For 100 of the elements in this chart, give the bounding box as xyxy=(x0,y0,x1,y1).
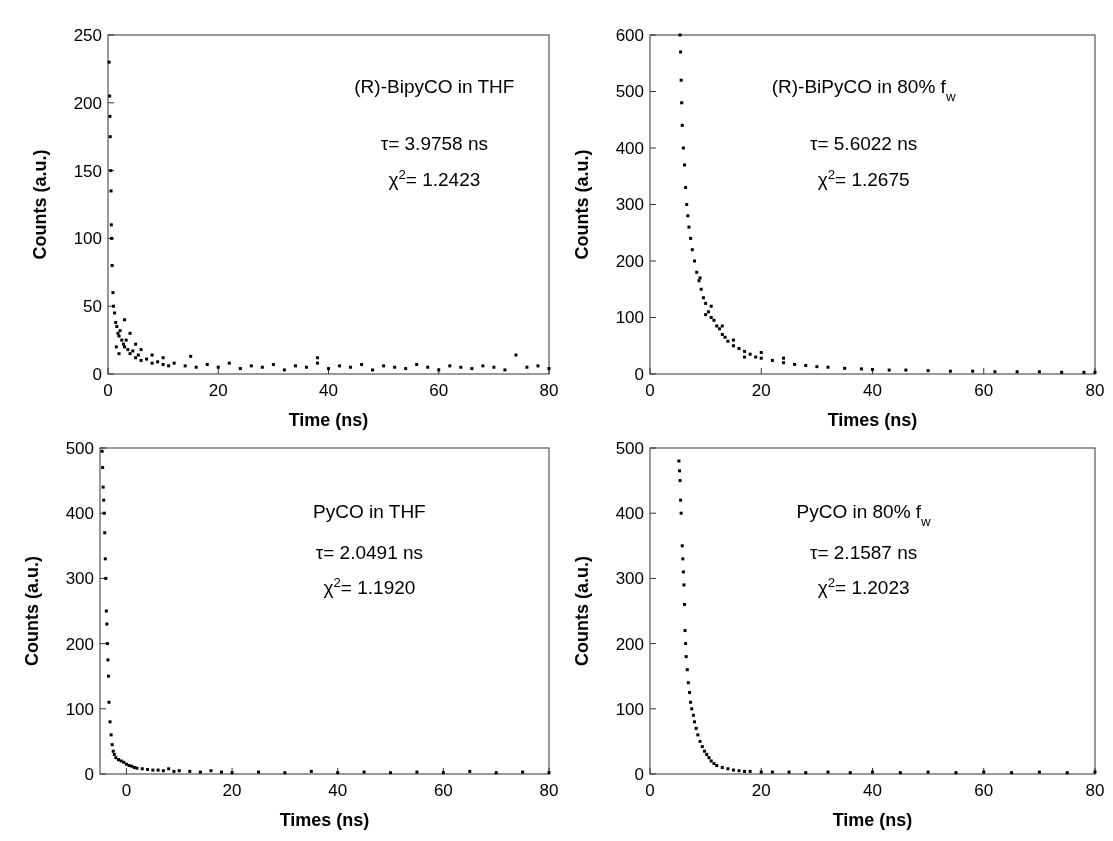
point xyxy=(679,498,683,502)
y-tick-label: 100 xyxy=(615,308,644,328)
x-tick-label: 20 xyxy=(751,781,771,800)
y-tick-label: 100 xyxy=(73,229,102,249)
point xyxy=(494,771,498,775)
point xyxy=(898,771,902,775)
annotation: (R)-BiPyCO in 80% f$_{w}$ xyxy=(771,76,956,104)
point xyxy=(362,770,366,774)
point xyxy=(681,570,685,574)
point xyxy=(468,769,472,773)
point xyxy=(682,602,686,606)
point xyxy=(703,749,707,753)
point xyxy=(198,770,202,774)
point xyxy=(521,770,525,774)
point xyxy=(770,770,774,774)
annotation: (R)-BipyCO in THF xyxy=(354,76,515,97)
y-tick-label: 0 xyxy=(634,364,644,384)
point xyxy=(108,720,112,724)
annotation: τ= 2.1587 ns xyxy=(809,542,918,563)
y-tick-label: 600 xyxy=(615,25,644,45)
point xyxy=(230,771,234,775)
y-tick-label: 500 xyxy=(615,438,644,458)
y-tick-label: 400 xyxy=(65,504,94,524)
point xyxy=(696,733,700,737)
x-axis-title: Times (ns) xyxy=(279,810,370,830)
point xyxy=(167,767,171,771)
annotation: PyCO in THF xyxy=(313,501,426,522)
y-tick-label: 200 xyxy=(65,634,94,654)
point xyxy=(804,771,808,775)
point xyxy=(104,609,108,613)
point xyxy=(104,576,108,580)
y-tick-label: 100 xyxy=(615,699,644,719)
y-tick-label: 400 xyxy=(615,138,644,158)
point xyxy=(731,768,735,772)
x-tick-label: 80 xyxy=(1085,781,1105,800)
point xyxy=(105,642,109,646)
y-tick-label: 500 xyxy=(615,82,644,102)
point xyxy=(111,749,115,753)
x-tick-label: 0 xyxy=(121,781,132,800)
point xyxy=(110,743,114,747)
y-tick-label: 100 xyxy=(65,699,94,719)
point xyxy=(309,769,313,773)
point xyxy=(737,769,741,773)
point xyxy=(682,583,686,587)
annotation: τ= 2.0491 ns xyxy=(315,542,424,563)
y-axis-title: Counts (a.u.) xyxy=(22,556,42,666)
y-tick-label: 200 xyxy=(73,93,102,113)
y-tick-label: 500 xyxy=(65,438,94,458)
point xyxy=(687,691,691,694)
point xyxy=(679,511,683,515)
point xyxy=(954,771,958,775)
x-tick-label: 20 xyxy=(751,381,771,400)
point xyxy=(680,544,684,548)
x-axis-title: Time (ns) xyxy=(288,410,369,430)
x-tick-label: 80 xyxy=(539,381,559,400)
x-tick-label: 40 xyxy=(328,781,348,800)
point xyxy=(681,557,685,561)
x-tick-label: 40 xyxy=(319,381,338,400)
x-tick-label: 20 xyxy=(208,381,228,400)
point xyxy=(172,769,176,773)
y-tick-label: 200 xyxy=(615,251,644,271)
point xyxy=(177,769,181,773)
point xyxy=(690,707,694,711)
x-tick-label: 80 xyxy=(539,781,559,800)
point xyxy=(689,700,693,704)
point xyxy=(109,733,113,737)
point xyxy=(441,771,445,775)
point xyxy=(686,681,690,685)
y-tick-label: 300 xyxy=(615,569,644,589)
point xyxy=(156,768,160,772)
point xyxy=(787,770,791,774)
point xyxy=(707,756,711,760)
annotation: PyCO in 80% f$_{w}$ xyxy=(796,501,932,529)
point xyxy=(693,720,696,724)
annotation: χ$^{2}$= 1.2423 xyxy=(388,166,481,190)
x-axis-title: Times (ns) xyxy=(827,410,918,430)
annotation: χ$^{2}$= 1.2675 xyxy=(817,166,910,190)
point xyxy=(726,767,730,771)
annotation: χ$^{2}$= 1.1920 xyxy=(323,574,416,598)
point xyxy=(677,459,681,463)
point xyxy=(112,752,116,756)
x-tick-label: 60 xyxy=(974,381,994,400)
point xyxy=(107,700,111,704)
y-axis-title: Counts (a.u.) xyxy=(30,149,50,260)
point xyxy=(698,739,702,743)
point xyxy=(1037,770,1041,774)
point xyxy=(103,531,107,535)
point xyxy=(684,655,688,659)
y-tick-label: 200 xyxy=(615,634,644,654)
x-tick-label: 40 xyxy=(863,781,882,800)
point xyxy=(700,745,704,749)
point xyxy=(685,668,689,672)
point xyxy=(720,765,724,769)
point xyxy=(389,771,393,775)
point xyxy=(106,674,110,678)
point xyxy=(547,771,551,775)
point xyxy=(677,469,681,473)
x-tick-label: 60 xyxy=(974,781,994,800)
y-tick-label: 0 xyxy=(92,364,102,384)
point xyxy=(709,759,713,763)
